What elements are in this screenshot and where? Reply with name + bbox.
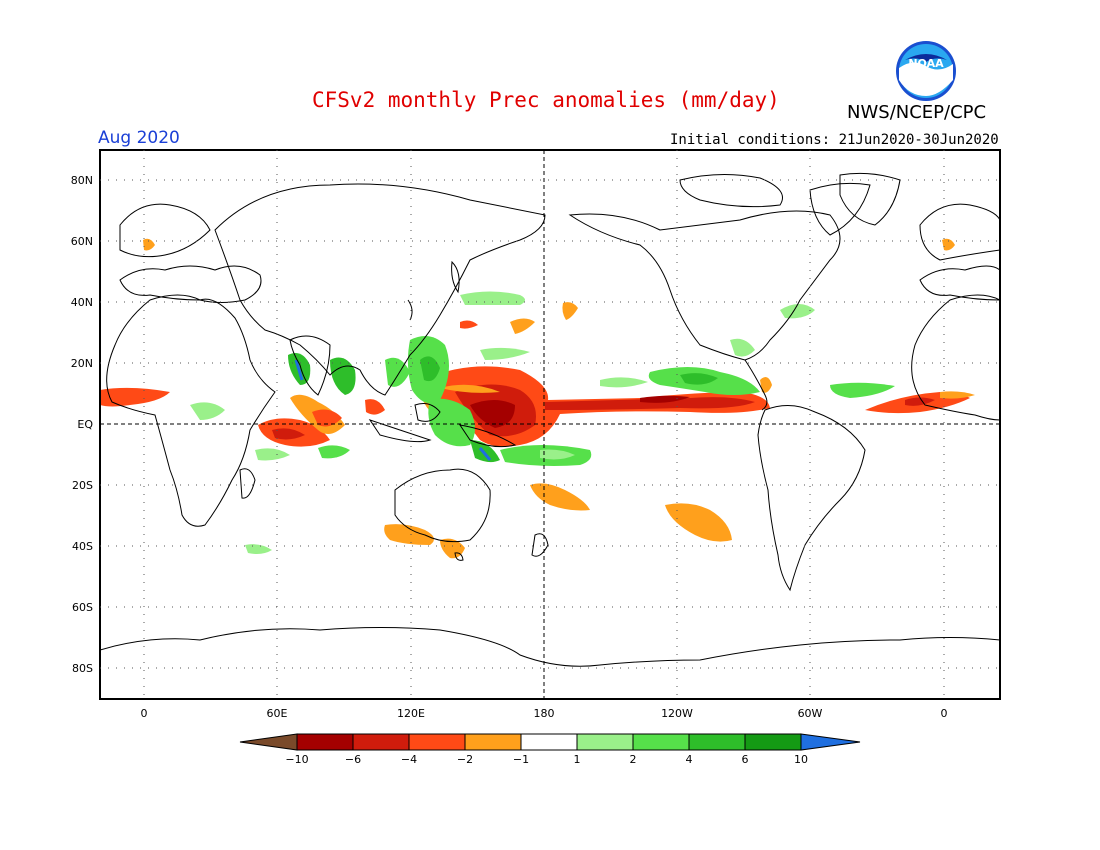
reference-lines [100,150,1000,699]
svg-text:NOAA: NOAA [908,57,944,70]
colorbar-swatch [632,733,690,751]
lon-label: 120W [661,707,693,720]
coastlines [100,172,1000,667]
colorbar-tick-label: 6 [742,753,749,766]
lon-labels: 0 60E 120E 180 120W 60W 0 [141,707,948,720]
lat-label: 20N [71,357,93,370]
colorbar-left-arrow [239,733,298,751]
lat-label: 60N [71,235,93,248]
colorbar-tick-label: 1 [574,753,581,766]
lat-label: 40N [71,296,93,309]
colorbar-swatch [520,733,578,751]
colorbar-swatch [408,733,466,751]
lat-label: 20S [72,479,93,492]
lon-label: 60W [798,707,823,720]
chart-title: CFSv2 monthly Prec anomalies (mm/day) [312,88,780,112]
colorbar-swatch [576,733,634,751]
colorbar-tick-label: −10 [285,753,308,766]
colorbar-swatch [688,733,746,751]
lat-label: 80N [71,174,93,187]
agency-label: NWS/NCEP/CPC [847,102,987,123]
colorbar-swatch [464,733,522,751]
valid-month-label: Aug 2020 [98,128,180,148]
lat-label: 80S [72,662,93,675]
colorbar-swatch [296,733,354,751]
lat-label: 40S [72,540,93,553]
lon-label: 120E [397,707,425,720]
colorbar-tick-label: −4 [401,753,417,766]
lat-label: EQ [77,418,93,431]
colorbar-tick-label: 10 [794,753,808,766]
anomaly-shading [100,238,975,559]
initial-conditions-label: Initial conditions: 21Jun2020-30Jun2020 [670,132,999,148]
colorbar-swatch [744,733,802,751]
lon-label: 60E [267,707,288,720]
lat-label: 60S [72,601,93,614]
lon-label: 180 [534,707,555,720]
colorbar-tick-label: −2 [457,753,473,766]
lon-label: 0 [941,707,948,720]
colorbar-swatch [352,733,410,751]
colorbar-right-arrow [800,733,861,751]
colorbar-tick-label: −1 [513,753,529,766]
lat-labels: 80N 60N 40N 20N EQ 20S 40S 60S 80S [71,174,94,675]
noaa-logo-icon: NOAA [896,41,956,101]
colorbar-tick-label: 2 [630,753,637,766]
colorbar-tick-label: −6 [345,753,361,766]
colorbar-tick-label: 4 [686,753,693,766]
lon-label: 0 [141,707,148,720]
colorbar: −10 −6 −4 −2 −1 1 2 4 6 10 [239,733,861,766]
